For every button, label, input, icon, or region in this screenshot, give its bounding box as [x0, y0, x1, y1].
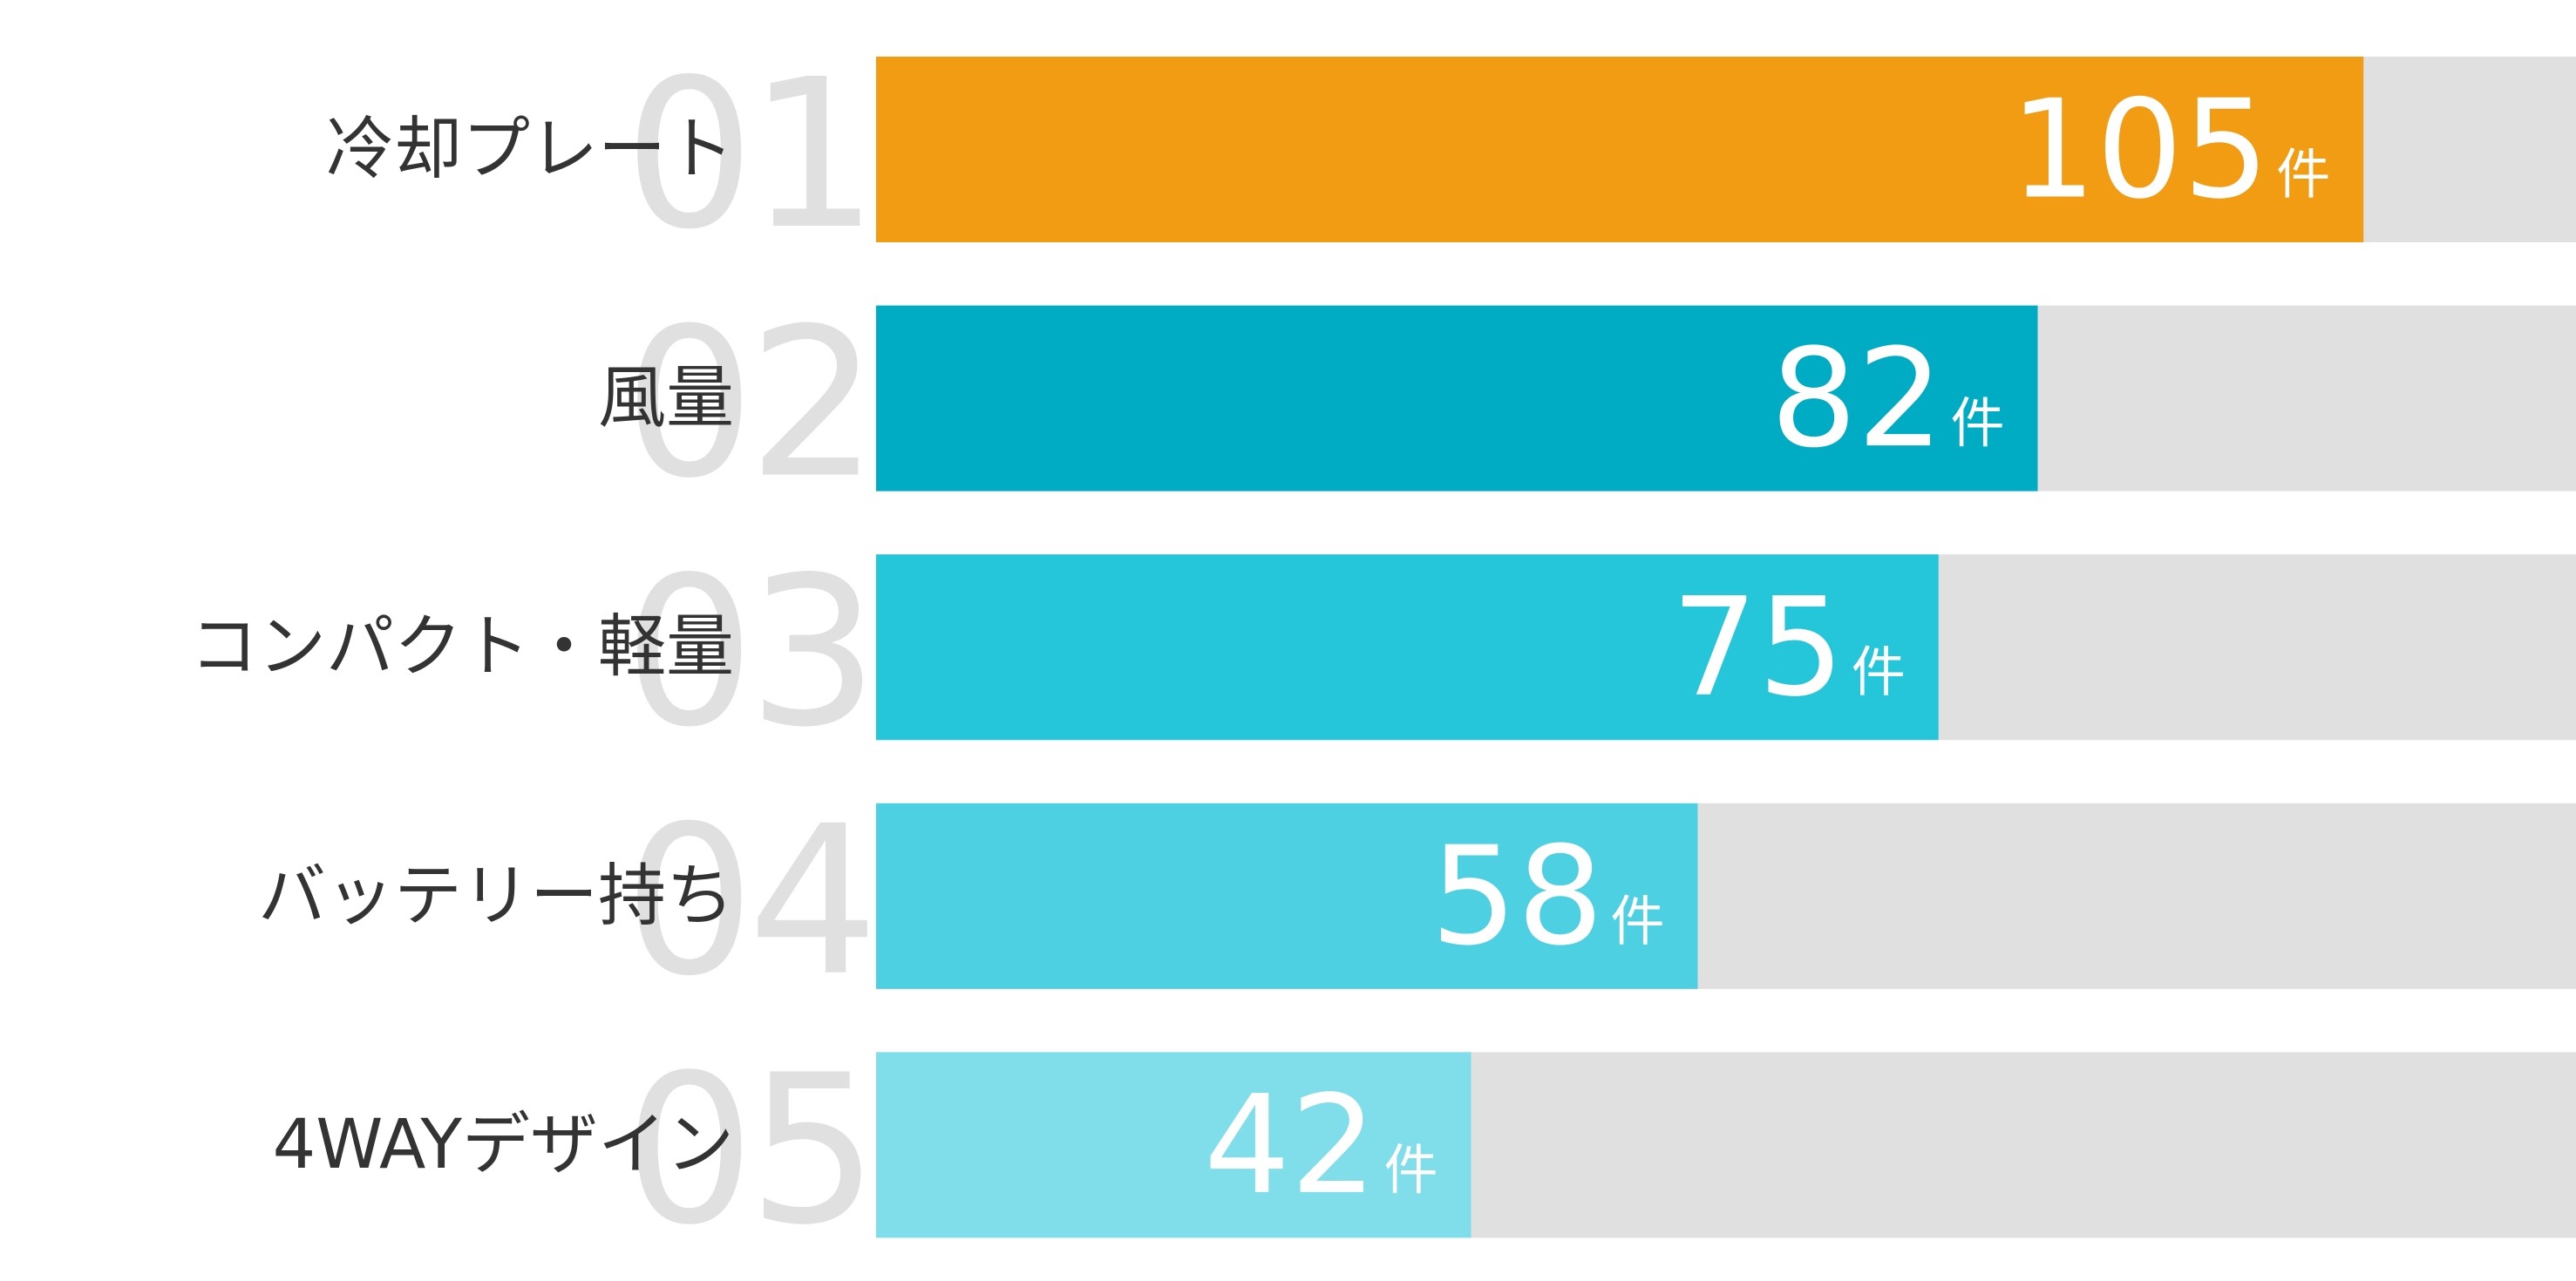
value-label: 58 件: [1431, 817, 1665, 975]
value-label: 105 件: [2009, 71, 2330, 229]
bar: [876, 554, 1939, 741]
rank-number: 03: [624, 532, 872, 772]
bar: [876, 305, 2038, 491]
bar: [876, 1052, 1472, 1238]
bar: [876, 57, 2364, 242]
value-unit: 件: [1950, 391, 2004, 455]
value-number: 105: [2009, 71, 2269, 229]
category-label: 4WAYデザイン: [273, 1106, 734, 1184]
rank-number: 04: [624, 782, 872, 1021]
category-label: 風量: [598, 359, 734, 437]
bar: [876, 803, 1698, 989]
category-label: バッテリー持ち: [258, 857, 734, 935]
value-unit: 件: [1852, 640, 1906, 703]
value-unit: 件: [1610, 889, 1664, 952]
rank-number: 05: [624, 1030, 872, 1270]
value-number: 58: [1431, 817, 1604, 975]
rank-number: 02: [624, 284, 872, 524]
value-unit: 件: [2276, 142, 2330, 206]
value-unit: 件: [1383, 1137, 1438, 1201]
category-label: 冷却プレート: [326, 111, 734, 189]
rank-number: 01: [624, 35, 872, 274]
value-number: 42: [1204, 1066, 1377, 1224]
value-label: 82 件: [1771, 319, 2005, 478]
value-number: 82: [1771, 319, 1944, 478]
category-label: コンパクト・軽量: [190, 608, 734, 687]
value-label: 75 件: [1671, 568, 1906, 727]
value-number: 75: [1671, 568, 1845, 727]
value-label: 42 件: [1204, 1066, 1438, 1224]
